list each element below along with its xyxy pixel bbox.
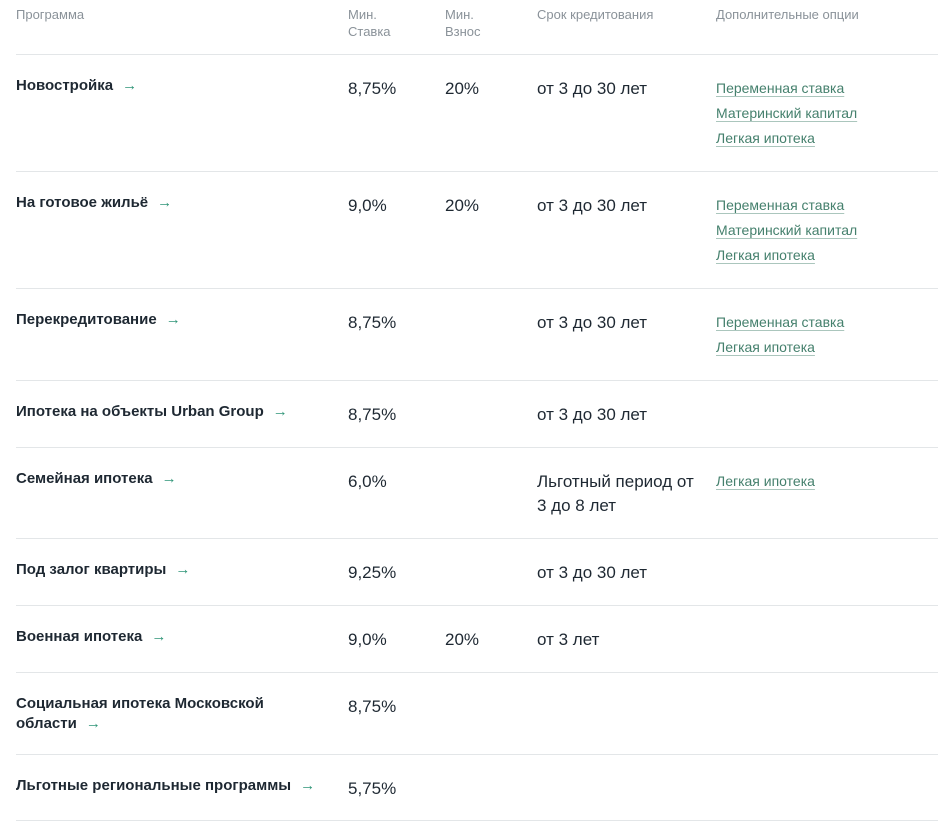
arrow-right-icon: → (300, 777, 316, 794)
loan-term: от 3 лет (537, 630, 600, 649)
program-link-label: Семейная ипотека (16, 470, 153, 487)
table-row: Социальная ипотека Московской области → 8… (16, 673, 938, 755)
min-deposit (445, 402, 537, 403)
loan-term: от 3 до 30 лет (537, 563, 648, 582)
loan-term: от 3 до 30 лет (537, 405, 648, 424)
options-cell: Легкая ипотека (716, 469, 938, 494)
loan-term: Льготный период от 3 до 8 лет (537, 472, 694, 515)
table-row: Семейная ипотека → 6,0% Льготный период о… (16, 448, 938, 539)
arrow-right-icon: → (165, 311, 181, 328)
program-link-label: Под залог квартиры (16, 561, 167, 578)
program-link-label: Льготные региональные программы (16, 777, 292, 794)
program-link[interactable]: Новостройка → (16, 77, 137, 94)
option-link[interactable]: Материнский капитал (716, 105, 858, 121)
arrow-right-icon: → (175, 561, 191, 578)
min-rate: 5,75% (348, 779, 397, 798)
min-deposit (445, 310, 537, 311)
program-link-label: Военная ипотека (16, 628, 143, 645)
arrow-right-icon: → (85, 715, 101, 732)
option-link[interactable]: Материнский капитал (716, 222, 858, 238)
min-rate: 9,0% (348, 630, 387, 649)
loan-term: от 3 до 30 лет (537, 196, 648, 215)
table-row: На готовое жильё → 9,0% 20% от 3 до 30 ле… (16, 172, 938, 289)
table-body: Новостройка → 8,75% 20% от 3 до 30 лет Пе… (16, 55, 938, 821)
header-min-rate: Мин. Ставка (348, 7, 391, 39)
option-link[interactable]: Переменная ставка (716, 314, 845, 330)
program-link-label: Ипотека на объекты Urban Group (16, 403, 264, 420)
arrow-right-icon: → (151, 628, 167, 645)
program-link[interactable]: Под залог квартиры → (16, 561, 190, 578)
min-rate: 8,75% (348, 79, 397, 98)
min-rate: 6,0% (348, 472, 387, 491)
option-link[interactable]: Легкая ипотека (716, 247, 815, 263)
header-min-deposit: Мин. Взнос (445, 7, 481, 39)
program-link[interactable]: Семейная ипотека → (16, 470, 177, 487)
table-row: Новостройка → 8,75% 20% от 3 до 30 лет Пе… (16, 55, 938, 172)
program-cell: Социальная ипотека Московской области → (16, 694, 348, 734)
table-row: Военная ипотека → 9,0% 20% от 3 лет (16, 606, 938, 673)
arrow-right-icon: → (272, 403, 288, 420)
program-cell: Перекредитование → (16, 310, 348, 330)
program-link[interactable]: Перекредитование → (16, 311, 181, 328)
program-link-label: На готовое жильё (16, 194, 149, 211)
min-rate: 8,75% (348, 405, 397, 424)
header-loan-term: Срок кредитования (537, 7, 654, 22)
program-cell: Ипотека на объекты Urban Group → (16, 402, 348, 422)
option-link[interactable]: Легкая ипотека (716, 130, 815, 146)
loan-term: от 3 до 30 лет (537, 79, 648, 98)
program-link[interactable]: Социальная ипотека Московской области → (16, 695, 264, 732)
min-deposit (445, 694, 537, 695)
table-row: Под залог квартиры → 9,25% от 3 до 30 лет (16, 539, 938, 606)
min-rate: 8,75% (348, 313, 397, 332)
min-deposit: 20% (445, 196, 480, 215)
table-row: Перекредитование → 8,75% от 3 до 30 лет П… (16, 289, 938, 381)
header-program: Программа (16, 7, 85, 22)
min-deposit (445, 776, 537, 777)
min-rate: 8,75% (348, 697, 397, 716)
option-link[interactable]: Переменная ставка (716, 197, 845, 213)
program-link-label: Новостройка (16, 77, 114, 94)
option-link[interactable]: Легкая ипотека (716, 339, 815, 355)
options-cell: Переменная ставка Легкая ипотека (716, 310, 938, 360)
min-rate: 9,25% (348, 563, 397, 582)
loan-term: от 3 до 30 лет (537, 313, 648, 332)
min-rate: 9,0% (348, 196, 387, 215)
arrow-right-icon: → (122, 77, 138, 94)
program-cell: Военная ипотека → (16, 627, 348, 647)
table-row: Ипотека на объекты Urban Group → 8,75% от… (16, 381, 938, 448)
program-link[interactable]: Ипотека на объекты Urban Group → (16, 403, 288, 420)
program-cell: Новостройка → (16, 76, 348, 96)
min-deposit: 20% (445, 630, 480, 649)
program-link[interactable]: Льготные региональные программы → (16, 777, 315, 794)
loan-term (537, 776, 716, 777)
program-link[interactable]: Военная ипотека → (16, 628, 166, 645)
arrow-right-icon: → (161, 470, 177, 487)
table-header-row: Программа Мин. Ставка Мин. Взнос Срок кр… (16, 0, 938, 55)
option-link[interactable]: Легкая ипотека (716, 473, 815, 489)
program-link-label: Перекредитование (16, 311, 157, 328)
options-cell: Переменная ставка Материнский капитал Легк… (716, 193, 938, 268)
program-link[interactable]: На готовое жильё → (16, 194, 172, 211)
header-extra-options: Дополнительные опции (716, 7, 859, 22)
min-deposit (445, 469, 537, 470)
program-cell: Льготные региональные программы → (16, 776, 348, 796)
options-cell: Переменная ставка Материнский капитал Легк… (716, 76, 938, 151)
loan-term (537, 694, 716, 695)
program-cell: На готовое жильё → (16, 193, 348, 213)
program-cell: Семейная ипотека → (16, 469, 348, 489)
program-cell: Под залог квартиры → (16, 560, 348, 580)
min-deposit (445, 560, 537, 561)
arrow-right-icon: → (157, 194, 173, 211)
program-link-label: Социальная ипотека Московской области (16, 695, 264, 732)
min-deposit: 20% (445, 79, 480, 98)
option-link[interactable]: Переменная ставка (716, 80, 845, 96)
